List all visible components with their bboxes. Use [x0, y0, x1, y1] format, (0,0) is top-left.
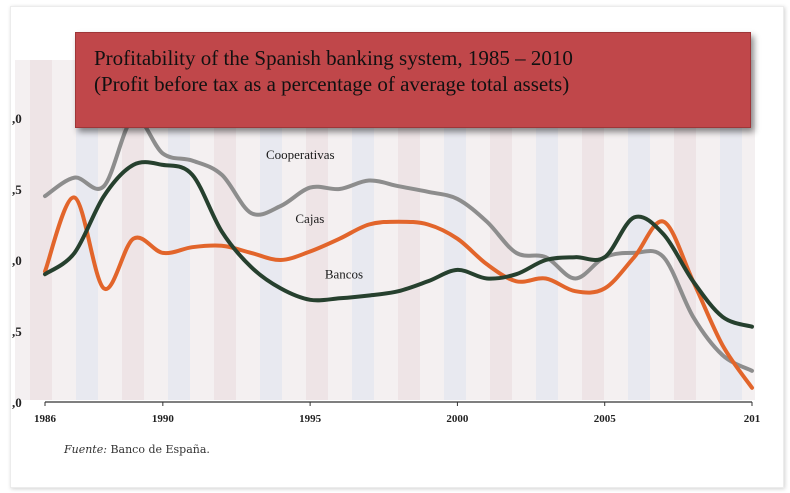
- series-line-cajas: [43, 195, 754, 390]
- background-stripe: [720, 60, 742, 400]
- x-tick-label: 1986: [34, 413, 57, 425]
- y-tick-label: ,5: [12, 324, 22, 339]
- series-label-cajas: Cajas: [295, 211, 324, 226]
- chart-title: Profitability of the Spanish banking sys…: [94, 46, 573, 70]
- series-label-cooperativas: Cooperativas: [266, 147, 335, 162]
- background-stripe: [582, 60, 604, 400]
- background-stripe: [214, 60, 236, 400]
- series-lines: [43, 115, 754, 390]
- background-stripe: [352, 60, 374, 400]
- background-stripe: [628, 60, 650, 400]
- x-tick-label: 1995: [299, 413, 322, 425]
- source-text: Banco de España.: [110, 443, 210, 456]
- background-stripe: [444, 60, 466, 400]
- y-tick-label: ,0: [12, 395, 22, 410]
- background-stripe: [398, 60, 420, 400]
- series-line-bancos: [43, 160, 754, 329]
- x-tick-label: 2005: [594, 413, 617, 425]
- y-tick-label: ,0: [12, 111, 22, 126]
- background-stripe: [490, 60, 512, 400]
- x-tick-label: 1990: [152, 413, 175, 425]
- x-tick-label: 201: [744, 413, 761, 425]
- y-tick-label: ,5: [12, 182, 22, 197]
- axes: 1986 1990 1995 2000 2005 201 ,0 ,5 ,0 ,5 ,0: [12, 111, 760, 425]
- source-label: Fuente:: [64, 443, 107, 456]
- series-line-cooperativas: [43, 115, 754, 373]
- series-labels: Cooperativas Cajas Bancos: [266, 147, 363, 281]
- background-stripe: [536, 60, 558, 400]
- chart-subtitle: (Profit before tax as a percentage of av…: [94, 72, 570, 96]
- background-stripe: [306, 60, 328, 400]
- x-tick-label: 2000: [446, 413, 469, 425]
- y-tick-label: ,0: [12, 253, 22, 268]
- background-stripe: [168, 60, 190, 400]
- chart-title-box: Profitability of the Spanish banking sys…: [75, 32, 751, 128]
- background-stripe: [30, 60, 52, 400]
- background-stripe: [122, 60, 144, 400]
- background-stripe: [260, 60, 282, 400]
- series-label-bancos: Bancos: [325, 266, 363, 281]
- source-note: Fuente: Banco de España.: [64, 443, 210, 456]
